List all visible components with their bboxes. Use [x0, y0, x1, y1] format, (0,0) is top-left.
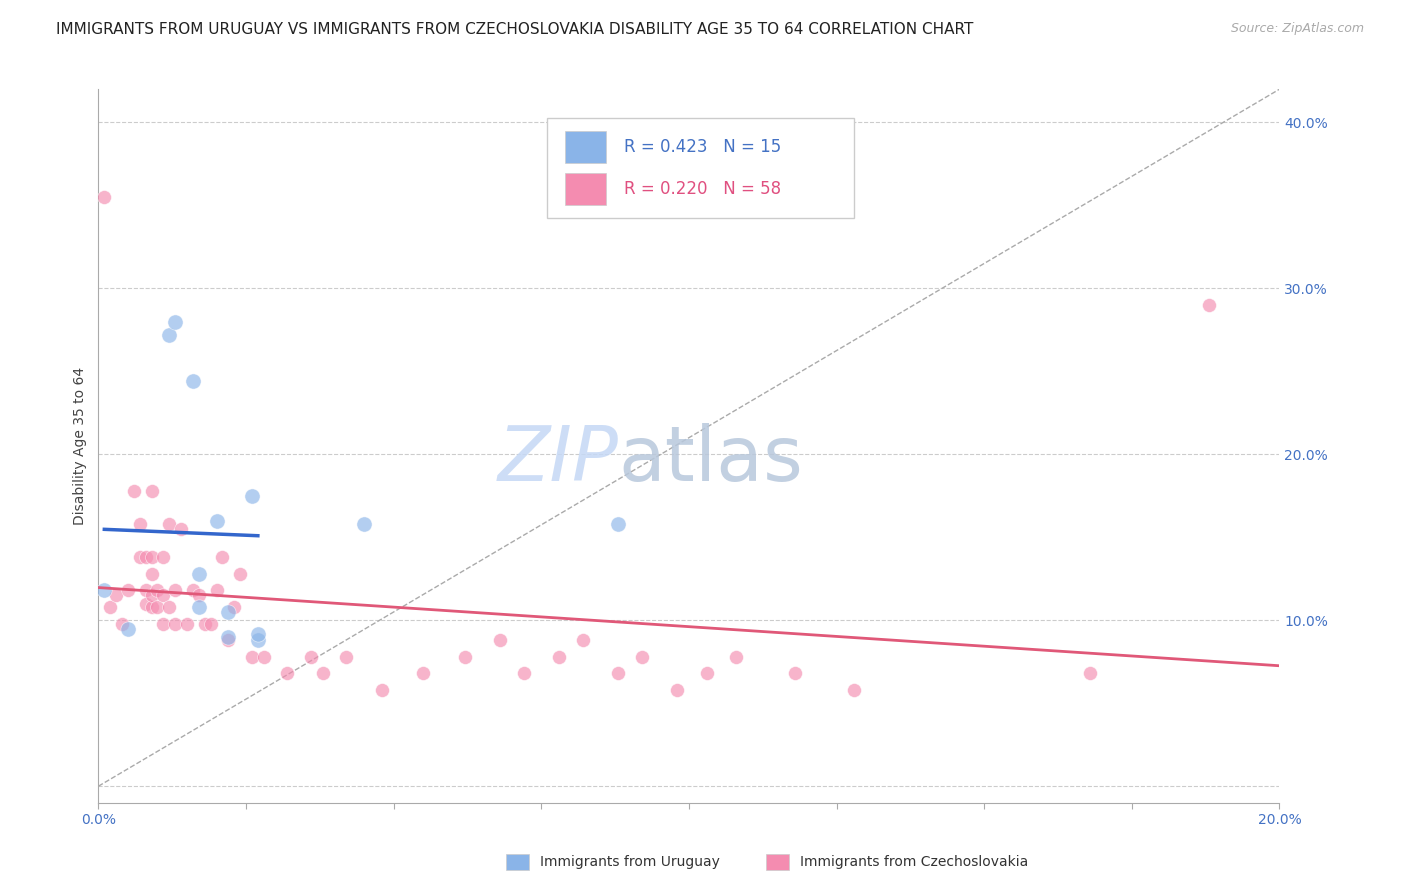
Point	[607, 666, 630, 681]
Point	[217, 633, 239, 648]
Point	[152, 616, 174, 631]
Point	[205, 583, 228, 598]
Point	[412, 666, 434, 681]
Point	[844, 682, 866, 697]
Point	[240, 489, 263, 503]
Point	[135, 597, 157, 611]
Point	[176, 616, 198, 631]
Point	[246, 633, 269, 648]
Point	[217, 605, 239, 619]
Point	[489, 633, 512, 648]
Point	[141, 566, 163, 581]
Point	[117, 622, 139, 636]
Point	[105, 588, 128, 602]
Point	[141, 550, 163, 565]
Point	[1080, 666, 1102, 681]
Point	[141, 588, 163, 602]
Point	[111, 616, 134, 631]
Point	[135, 550, 157, 565]
Text: Immigrants from Czechoslovakia: Immigrants from Czechoslovakia	[800, 855, 1028, 869]
Point	[194, 616, 217, 631]
Point	[205, 514, 228, 528]
Point	[785, 666, 807, 681]
Bar	[565, 173, 606, 205]
Point	[725, 649, 748, 664]
Point	[607, 516, 630, 531]
Point	[229, 566, 252, 581]
Point	[240, 649, 263, 664]
Point	[312, 666, 335, 681]
Point	[181, 583, 204, 598]
Point	[141, 483, 163, 498]
Text: R = 0.220   N = 58: R = 0.220 N = 58	[624, 180, 782, 198]
Point	[181, 374, 204, 388]
Point	[335, 649, 357, 664]
Point	[211, 550, 233, 565]
Point	[128, 516, 150, 531]
Point	[512, 666, 534, 681]
Point	[548, 649, 571, 664]
Point	[146, 599, 169, 614]
Point	[453, 649, 475, 664]
Point	[157, 599, 180, 614]
Point	[1198, 298, 1220, 312]
Point	[170, 522, 193, 536]
Point	[187, 588, 209, 602]
Point	[146, 583, 169, 598]
Point	[98, 599, 121, 614]
Point	[696, 666, 718, 681]
Point	[165, 583, 187, 598]
Point	[135, 583, 157, 598]
Point	[122, 483, 145, 498]
Point	[93, 583, 115, 598]
Point	[165, 314, 187, 328]
Point	[666, 682, 689, 697]
Point	[224, 599, 246, 614]
Text: Source: ZipAtlas.com: Source: ZipAtlas.com	[1230, 22, 1364, 36]
Text: R = 0.423   N = 15: R = 0.423 N = 15	[624, 138, 782, 156]
Point	[276, 666, 298, 681]
Point	[200, 616, 222, 631]
Point	[217, 630, 239, 644]
Text: IMMIGRANTS FROM URUGUAY VS IMMIGRANTS FROM CZECHOSLOVAKIA DISABILITY AGE 35 TO 6: IMMIGRANTS FROM URUGUAY VS IMMIGRANTS FR…	[56, 22, 973, 37]
Point	[630, 649, 652, 664]
Y-axis label: Disability Age 35 to 64: Disability Age 35 to 64	[73, 367, 87, 525]
Point	[117, 583, 139, 598]
Point	[253, 649, 276, 664]
Point	[157, 516, 180, 531]
Point	[187, 566, 209, 581]
FancyBboxPatch shape	[547, 118, 855, 218]
Point	[128, 550, 150, 565]
Point	[371, 682, 394, 697]
Point	[93, 190, 115, 204]
Text: atlas: atlas	[619, 424, 803, 497]
Point	[152, 550, 174, 565]
Point	[571, 633, 593, 648]
Text: ZIP: ZIP	[498, 424, 619, 497]
Point	[299, 649, 322, 664]
Point	[141, 599, 163, 614]
Text: Immigrants from Uruguay: Immigrants from Uruguay	[540, 855, 720, 869]
Point	[157, 327, 180, 342]
Point	[353, 516, 375, 531]
Point	[152, 588, 174, 602]
Bar	[565, 131, 606, 163]
Point	[246, 626, 269, 640]
Point	[187, 599, 209, 614]
Point	[165, 616, 187, 631]
